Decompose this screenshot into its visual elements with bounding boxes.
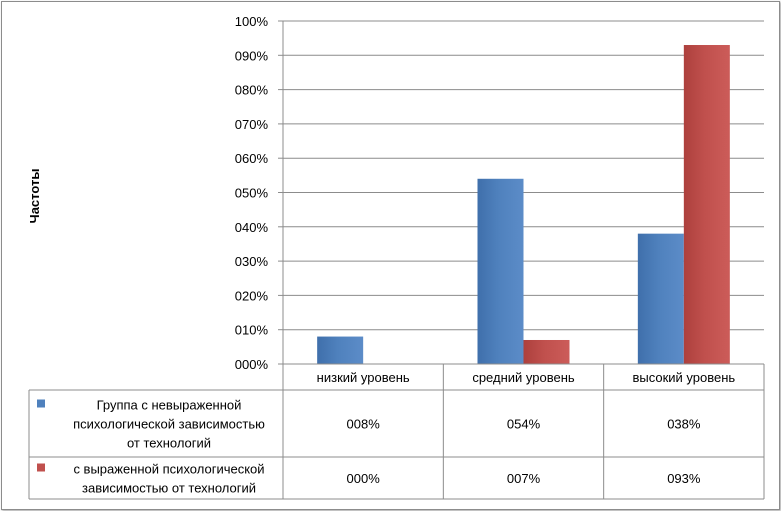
legend-key-series2: [37, 463, 45, 472]
table-value-cell: 008%: [347, 417, 381, 432]
table-value-cell: 038%: [667, 417, 701, 432]
y-tick-label: 080%: [235, 83, 269, 98]
y-tick-label: 050%: [235, 186, 269, 201]
y-tick-label: 060%: [235, 151, 269, 166]
legend-label-series1: от технологий: [127, 436, 211, 451]
table-value-cell: 000%: [347, 471, 381, 486]
y-tick-label: 100%: [235, 14, 269, 29]
y-axis-title: Частоты: [27, 169, 42, 224]
category-label: высокий уровень: [632, 370, 735, 385]
y-tick-label: 010%: [235, 323, 269, 338]
table-value-cell: 054%: [507, 417, 541, 432]
bars: [317, 45, 730, 364]
y-tick-label: 000%: [235, 357, 269, 372]
data-table: низкий уровень средний уровень высокий уро…: [28, 363, 765, 500]
y-tick-label: 090%: [235, 48, 269, 63]
y-tick-label: 030%: [235, 254, 269, 269]
y-tick-label: 070%: [235, 117, 269, 132]
category-label: средний уровень: [472, 370, 575, 385]
y-tick-label: 020%: [235, 288, 269, 303]
bar-series1-2: [477, 178, 524, 364]
bar-series1-1: [317, 336, 364, 364]
bar-series1-3: [637, 233, 684, 364]
legend-label-series1: психологической зависимостью: [73, 417, 265, 432]
legend-label-series2: зависимостью от технологий: [82, 481, 256, 496]
legend-key-series1: [37, 399, 45, 408]
bar-series2-2: [523, 339, 570, 364]
category-label: низкий уровень: [317, 370, 410, 385]
axes: 000% 010% 020% 030% 040% 050% 060% 070% 080% 090%…: [235, 14, 284, 372]
y-tick-label: 040%: [235, 220, 269, 235]
legend-label-series2: с выраженной психологической: [73, 462, 264, 477]
legend-label-series1: Группа с невыраженной: [97, 398, 242, 413]
table-value-cell: 007%: [507, 471, 541, 486]
table-value-cell: 093%: [667, 471, 701, 486]
bar-series2-3: [683, 45, 730, 364]
